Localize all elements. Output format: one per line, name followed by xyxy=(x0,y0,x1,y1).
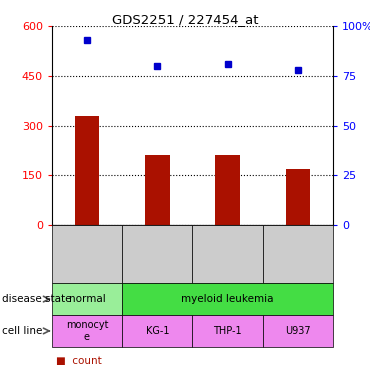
Text: cell line: cell line xyxy=(2,326,42,336)
Bar xyxy=(286,169,310,225)
Text: U937: U937 xyxy=(285,326,311,336)
Bar xyxy=(215,155,240,225)
Text: ■  count: ■ count xyxy=(56,356,101,366)
Text: myeloid leukemia: myeloid leukemia xyxy=(181,294,274,304)
Text: normal: normal xyxy=(68,294,105,304)
Text: KG-1: KG-1 xyxy=(145,326,169,336)
Bar xyxy=(145,155,169,225)
Text: disease state: disease state xyxy=(2,294,71,304)
Text: THP-1: THP-1 xyxy=(213,326,242,336)
Text: monocyt
e: monocyt e xyxy=(66,320,108,342)
Bar xyxy=(75,116,99,225)
Text: GDS2251 / 227454_at: GDS2251 / 227454_at xyxy=(112,13,258,26)
